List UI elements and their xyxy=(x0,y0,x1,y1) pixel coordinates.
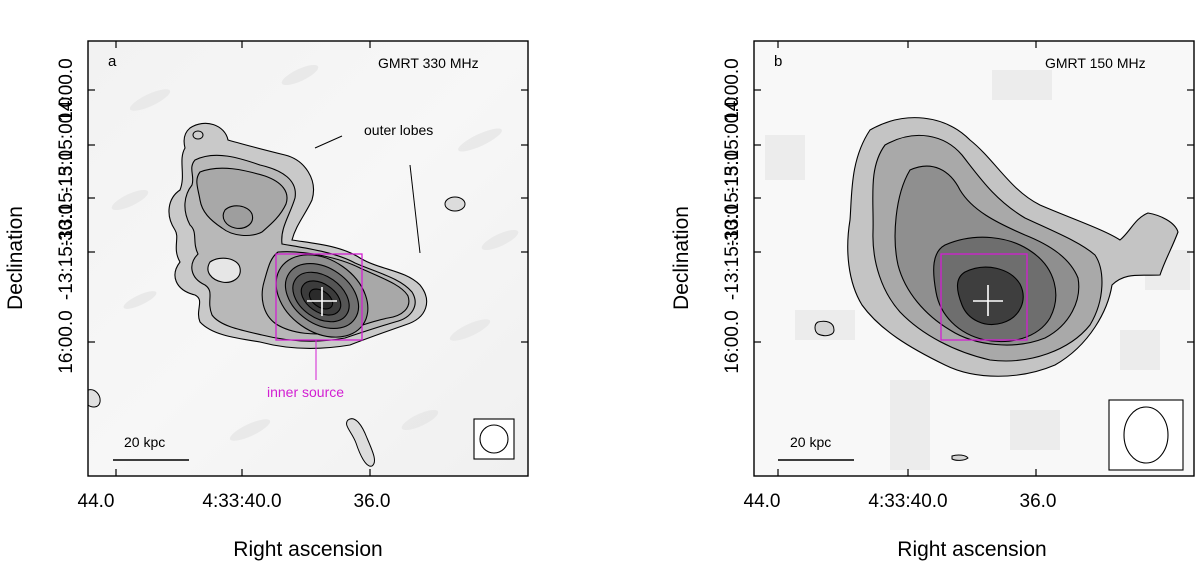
y-tick-label: 14:00.0 xyxy=(722,58,743,121)
panel-letter: a xyxy=(108,53,117,70)
x-tick-label: 4:33:40.0 xyxy=(202,491,281,512)
scale-bar-label: 20 kpc xyxy=(790,434,831,450)
contour-blob xyxy=(444,196,466,212)
panel-a: outer lobes inner source a GMRT 330 MHz … xyxy=(4,40,529,561)
y-tick-label: -13:15:00.0 xyxy=(56,97,77,193)
beam-ellipse xyxy=(479,424,509,454)
x-tick-label: 36.0 xyxy=(1020,491,1057,512)
x-axis-title: Right ascension xyxy=(897,538,1046,561)
panel-a-figure: outer lobes inner source a GMRT 330 MHz … xyxy=(4,40,529,561)
outer-lobes-label: outer lobes xyxy=(364,122,433,138)
y-axis-title: Declination xyxy=(670,206,693,310)
y-tick-label: -13:15:30.0 xyxy=(56,204,77,300)
y-tick-label: 16:00.0 xyxy=(722,310,743,373)
core-cross xyxy=(973,285,1003,316)
contour-level-5 xyxy=(956,266,1024,325)
x-axis-title: Right ascension xyxy=(233,538,382,561)
y-tick-label: -13:15:00.0 xyxy=(722,97,743,193)
contour-blob xyxy=(814,320,835,337)
panel-letter: b xyxy=(774,53,782,70)
inner-source-box xyxy=(940,253,1028,341)
y-tick-label: 16:00.0 xyxy=(56,310,77,373)
contour-blob xyxy=(192,130,204,140)
beam-ellipse xyxy=(1123,406,1169,464)
beam-box xyxy=(1108,399,1184,471)
y-tick-label: -13:15:15.0 xyxy=(722,150,743,246)
scale-bar-label: 20 kpc xyxy=(124,434,165,450)
radio-map-b xyxy=(754,41,1194,476)
y-axis-title: Declination xyxy=(4,206,27,310)
inner-source-label: inner source xyxy=(267,384,344,400)
x-tick-label: 36.0 xyxy=(354,491,391,512)
contour-blob xyxy=(88,389,101,408)
panel-b: b GMRT 150 MHz 20 kpc 44.0 4:33:40.0 36.… xyxy=(600,0,1200,575)
x-tick-label: 4:33:40.0 xyxy=(868,491,947,512)
contour-blob xyxy=(951,454,969,461)
outer-lobes-pointer-2 xyxy=(409,164,421,254)
y-tick-label: 14:00.0 xyxy=(56,58,77,121)
instrument-label: GMRT 330 MHz xyxy=(378,55,479,71)
x-tick-label: 44.0 xyxy=(78,491,115,512)
inner-source-box xyxy=(275,253,363,341)
x-tick-label: 44.0 xyxy=(744,491,781,512)
contour-blob xyxy=(346,418,375,467)
outer-lobes-pointer-1 xyxy=(314,135,343,149)
core-cross xyxy=(307,287,337,316)
y-tick-label: -13:15:30.0 xyxy=(722,204,743,300)
contour-level-8 xyxy=(308,288,334,310)
instrument-label: GMRT 150 MHz xyxy=(1045,55,1146,71)
radio-map-a xyxy=(88,41,528,476)
contour-blob xyxy=(222,205,254,229)
panel-b-figure: b GMRT 150 MHz 20 kpc 44.0 4:33:40.0 36.… xyxy=(670,40,1195,561)
beam-box xyxy=(473,418,515,460)
contour-hole xyxy=(207,257,241,283)
y-tick-label: -13:15:15.0 xyxy=(56,150,77,246)
